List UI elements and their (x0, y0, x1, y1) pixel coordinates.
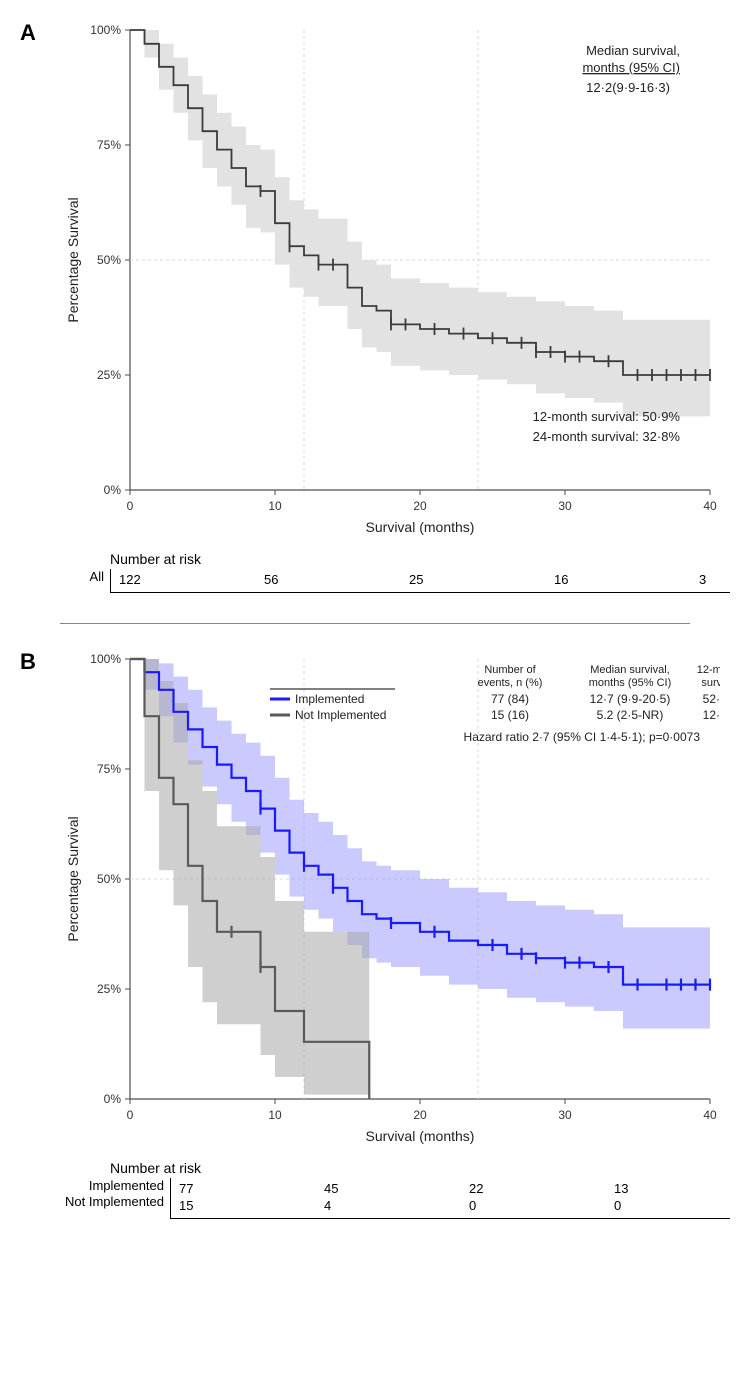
svg-text:0: 0 (127, 499, 134, 513)
panel-separator (60, 623, 690, 624)
panel-b-label: B (20, 649, 36, 675)
svg-text:75%: 75% (97, 762, 121, 776)
svg-text:25%: 25% (97, 368, 121, 382)
svg-text:Number of: Number of (484, 664, 536, 676)
svg-text:Hazard ratio 2·7 (95% CI 1·4-5: Hazard ratio 2·7 (95% CI 1·4-5·1); p=0·0… (464, 730, 701, 744)
panel-b-svg: 0% 25% 50% 75% 100% 0 10 20 30 40 Survival (months… (60, 649, 720, 1149)
risk-title-b: Number at risk (110, 1160, 730, 1176)
svg-text:30: 30 (558, 1108, 572, 1122)
panel-a: A 0% 25% 50% 75% 100% 0 10 20 30 40 Survival (mont… (20, 20, 730, 593)
svg-text:0%: 0% (104, 483, 122, 497)
svg-text:100%: 100% (90, 23, 121, 37)
svg-text:50%: 50% (97, 872, 121, 886)
svg-text:Median survival,: Median survival, (590, 664, 669, 676)
svg-text:12·2(9·9-16·3): 12·2(9·9-16·3) (586, 80, 670, 95)
svg-text:Median survival,: Median survival, (586, 43, 680, 58)
panel-a-chart: 0% 25% 50% 75% 100% 0 10 20 30 40 Survival (months… (60, 20, 730, 545)
risk-title-a: Number at risk (110, 551, 730, 567)
panel-a-risk-table: Number at risk All 1225625163 (60, 551, 730, 593)
svg-text:Survival (months): Survival (months) (366, 1128, 475, 1144)
svg-text:12-month: 12-month (697, 664, 720, 676)
risk-rowlabel-b-1: Not Implemented (60, 1194, 170, 1210)
risk-rowlabel-a-0: All (60, 569, 110, 585)
svg-text:Survival (months): Survival (months) (366, 519, 475, 535)
panel-b-risk-table: Number at risk Implemented Not Implement… (60, 1160, 730, 1219)
svg-text:12·7 (9·9-20·5): 12·7 (9·9-20·5) (590, 692, 671, 706)
risk-values-b: 774522131154000 (170, 1178, 730, 1219)
svg-text:50%: 50% (97, 253, 121, 267)
svg-text:10: 10 (268, 499, 282, 513)
svg-text:77 (84): 77 (84) (491, 692, 529, 706)
svg-text:0%: 0% (104, 1092, 122, 1106)
svg-text:15 (16): 15 (16) (491, 708, 529, 722)
svg-text:12·7%: 12·7% (703, 708, 720, 722)
svg-text:30: 30 (558, 499, 572, 513)
svg-text:40: 40 (703, 499, 717, 513)
svg-text:Not Implemented: Not Implemented (295, 708, 386, 722)
svg-text:25%: 25% (97, 982, 121, 996)
svg-text:20: 20 (413, 499, 427, 513)
panel-b: B 0% 25% 50% 75% 100% 0 10 20 30 40 Survival (mont… (20, 649, 730, 1219)
svg-text:24-month survival: 32·8%: 24-month survival: 32·8% (533, 429, 681, 444)
risk-rowlabel-b-0: Implemented (60, 1178, 170, 1194)
svg-text:Percentage Survival: Percentage Survival (65, 816, 81, 941)
svg-text:events, n (%): events, n (%) (478, 677, 543, 689)
svg-text:40: 40 (703, 1108, 717, 1122)
svg-text:Percentage Survival: Percentage Survival (65, 197, 81, 322)
svg-text:100%: 100% (90, 652, 121, 666)
svg-text:10: 10 (268, 1108, 282, 1122)
panel-b-chart: 0% 25% 50% 75% 100% 0 10 20 30 40 Survival (months… (60, 649, 730, 1154)
svg-text:Implemented: Implemented (295, 692, 364, 706)
svg-text:months (95% CI): months (95% CI) (589, 677, 672, 689)
svg-text:12-month survival: 50·9%: 12-month survival: 50·9% (533, 409, 681, 424)
panel-a-svg: 0% 25% 50% 75% 100% 0 10 20 30 40 Survival (months… (60, 20, 720, 540)
risk-values-a: 1225625163 (110, 569, 730, 593)
svg-text:0: 0 (127, 1108, 134, 1122)
svg-text:months (95% CI): months (95% CI) (582, 60, 680, 75)
svg-text:52·7%: 52·7% (703, 692, 720, 706)
svg-text:survival: survival (701, 677, 720, 689)
svg-text:75%: 75% (97, 138, 121, 152)
panel-a-label: A (20, 20, 36, 46)
svg-text:20: 20 (413, 1108, 427, 1122)
svg-text:5.2 (2·5-NR): 5.2 (2·5-NR) (597, 708, 664, 722)
